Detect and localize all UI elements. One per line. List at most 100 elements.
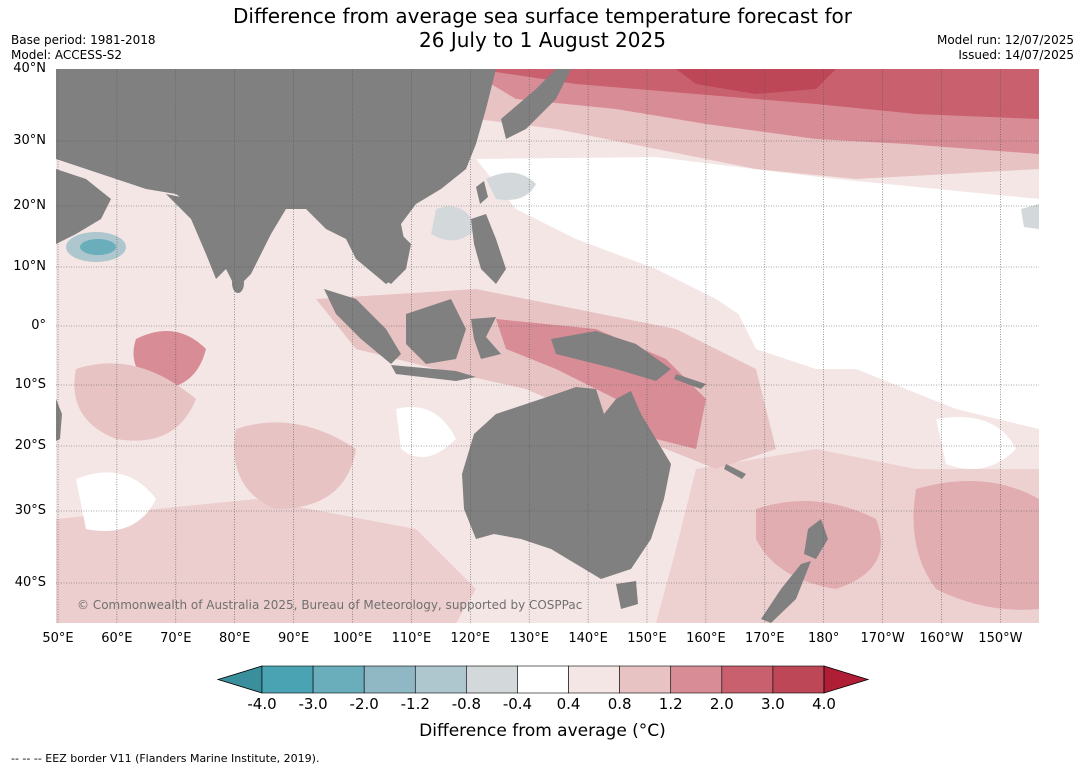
copyright-notice: © Commonwealth of Australia 2025, Bureau… [77, 598, 583, 612]
colorbar-tick-label: -3.0 [298, 695, 328, 713]
title-line-2: 26 July to 1 August 2025 [419, 28, 666, 52]
longitude-label: 170°E [745, 631, 785, 646]
land-australia [462, 387, 671, 579]
issued-date: Issued: 14/07/2025 [958, 48, 1074, 62]
land-new-caledonia [724, 464, 746, 479]
land-masses [56, 69, 828, 623]
colorbar-segment [363, 665, 416, 694]
colorbar-arrow-high [823, 665, 870, 694]
colorbar-segment [772, 665, 825, 694]
land-madagascar [56, 399, 62, 441]
longitude-label: 150°E [627, 631, 667, 646]
meta-left: Base period: 1981-2018 Model: ACCESS-S2 [11, 33, 156, 63]
meta-right: Model run: 12/07/2025 Issued: 14/07/2025 [937, 33, 1074, 63]
colorbar-tick-label: -2.0 [349, 695, 379, 713]
longitude-label: 100°E [332, 631, 373, 646]
longitude-label: 140°E [568, 631, 608, 646]
land-arabia [56, 169, 111, 244]
latitude-label: 30°N [13, 133, 46, 148]
warm-indian-ocean-3 [234, 422, 356, 509]
land-java [391, 365, 476, 381]
colorbar-tick-label: 0.4 [556, 695, 581, 713]
colorbar-tick-label: -0.4 [502, 695, 533, 713]
land-indochina [346, 219, 411, 284]
colorbar-segment [517, 665, 569, 694]
colorbar-segment [466, 665, 518, 694]
cool-patch-pacific-east [1021, 204, 1039, 229]
land-india [166, 194, 231, 279]
latitude-label: 20°S [14, 438, 46, 453]
colorbar-tick-label: 2.0 [709, 695, 734, 713]
map-svg [56, 69, 1039, 623]
warm-southern-indian [56, 499, 476, 623]
latitude-label: 10°N [13, 259, 46, 274]
cool-arabian-sea-core [80, 239, 116, 255]
land-new-zealand-north [804, 519, 828, 559]
neutral-south-patch-2 [396, 407, 456, 457]
neutral-pacific-band-2 [736, 309, 1039, 369]
longitude-label: 180° [808, 631, 840, 646]
colorbar-tick-label: 0.8 [607, 695, 632, 713]
land-sri-lanka [232, 273, 244, 293]
warm-north-pacific-3 [476, 69, 1039, 119]
colorbar [216, 665, 870, 694]
warm-north-pacific-4 [676, 69, 836, 94]
colorbar-title: Difference from average (°C) [419, 721, 666, 741]
cool-patch-south-china-sea [431, 206, 476, 241]
land-sulawesi [471, 317, 501, 359]
colorbar-tick-label: 1.2 [658, 695, 683, 713]
model-name: Model: ACCESS-S2 [11, 48, 123, 62]
longitude-label: 160°E [686, 631, 726, 646]
colorbar-segment [414, 665, 467, 694]
land-solomons [674, 374, 706, 389]
colorbar-tick-label: 3.0 [760, 695, 785, 713]
land-taiwan [476, 181, 488, 204]
longitude-label: 160°W [919, 631, 964, 646]
land-new-guinea [551, 331, 671, 381]
neutral-south-patch-3 [936, 417, 1016, 469]
longitude-label: 50°E [42, 631, 74, 646]
longitude-label: 120°E [450, 631, 491, 646]
latitude-label: 40°S [14, 575, 46, 590]
land-new-zealand-south [761, 561, 811, 623]
land-borneo [406, 299, 466, 364]
colorbar-tick-label: -0.8 [451, 695, 481, 713]
colorbar-tick-label: 4.0 [812, 695, 836, 713]
longitude-label: 110°E [391, 631, 432, 646]
longitude-label: 90°E [277, 631, 310, 646]
latitude-label: 40°N [13, 61, 46, 76]
warm-coral-sea [496, 319, 706, 449]
model-run: Model run: 12/07/2025 [936, 33, 1074, 47]
neutral-south-patch-1 [76, 472, 156, 531]
longitude-label: 130°E [509, 631, 549, 646]
colorbar-arrow-low [216, 665, 263, 694]
map-title: Difference from average sea surface temp… [0, 4, 1085, 52]
longitude-label: 60°E [101, 631, 133, 646]
sst-anomaly-map [56, 69, 1039, 623]
colorbar-segment [619, 665, 672, 694]
latitude-label: 10°S [14, 377, 46, 392]
longitude-label: 70°E [160, 631, 192, 646]
warm-south-pacific-mid [656, 449, 1039, 623]
longitude-label: 170°W [860, 631, 905, 646]
latitude-label: 20°N [13, 198, 46, 213]
eez-footnote: -- -- -- EEZ border V11 (Flanders Marine… [11, 752, 320, 765]
colorbar-segment [261, 665, 314, 694]
colorbar-segment [312, 665, 365, 694]
colorbar-tick-label: -1.2 [400, 695, 430, 713]
land-japan [501, 69, 571, 139]
base-period: Base period: 1981-2018 [11, 33, 156, 47]
longitude-label: 80°E [219, 631, 251, 646]
colorbar-segment [568, 665, 620, 694]
cool-patch-philippine-sea [486, 172, 536, 200]
colorbar-segment [670, 665, 723, 694]
colorbar-tick-label: -4.0 [247, 695, 277, 713]
land-sumatra [324, 289, 401, 364]
colorbar-segment [721, 665, 774, 694]
land-tasmania [616, 581, 638, 609]
land-philippines [471, 214, 506, 284]
longitude-label: 150°W [978, 631, 1023, 646]
title-line-1: Difference from average sea surface temp… [232, 4, 852, 28]
latitude-label: 0° [31, 318, 46, 333]
latitude-label: 30°S [14, 503, 46, 518]
